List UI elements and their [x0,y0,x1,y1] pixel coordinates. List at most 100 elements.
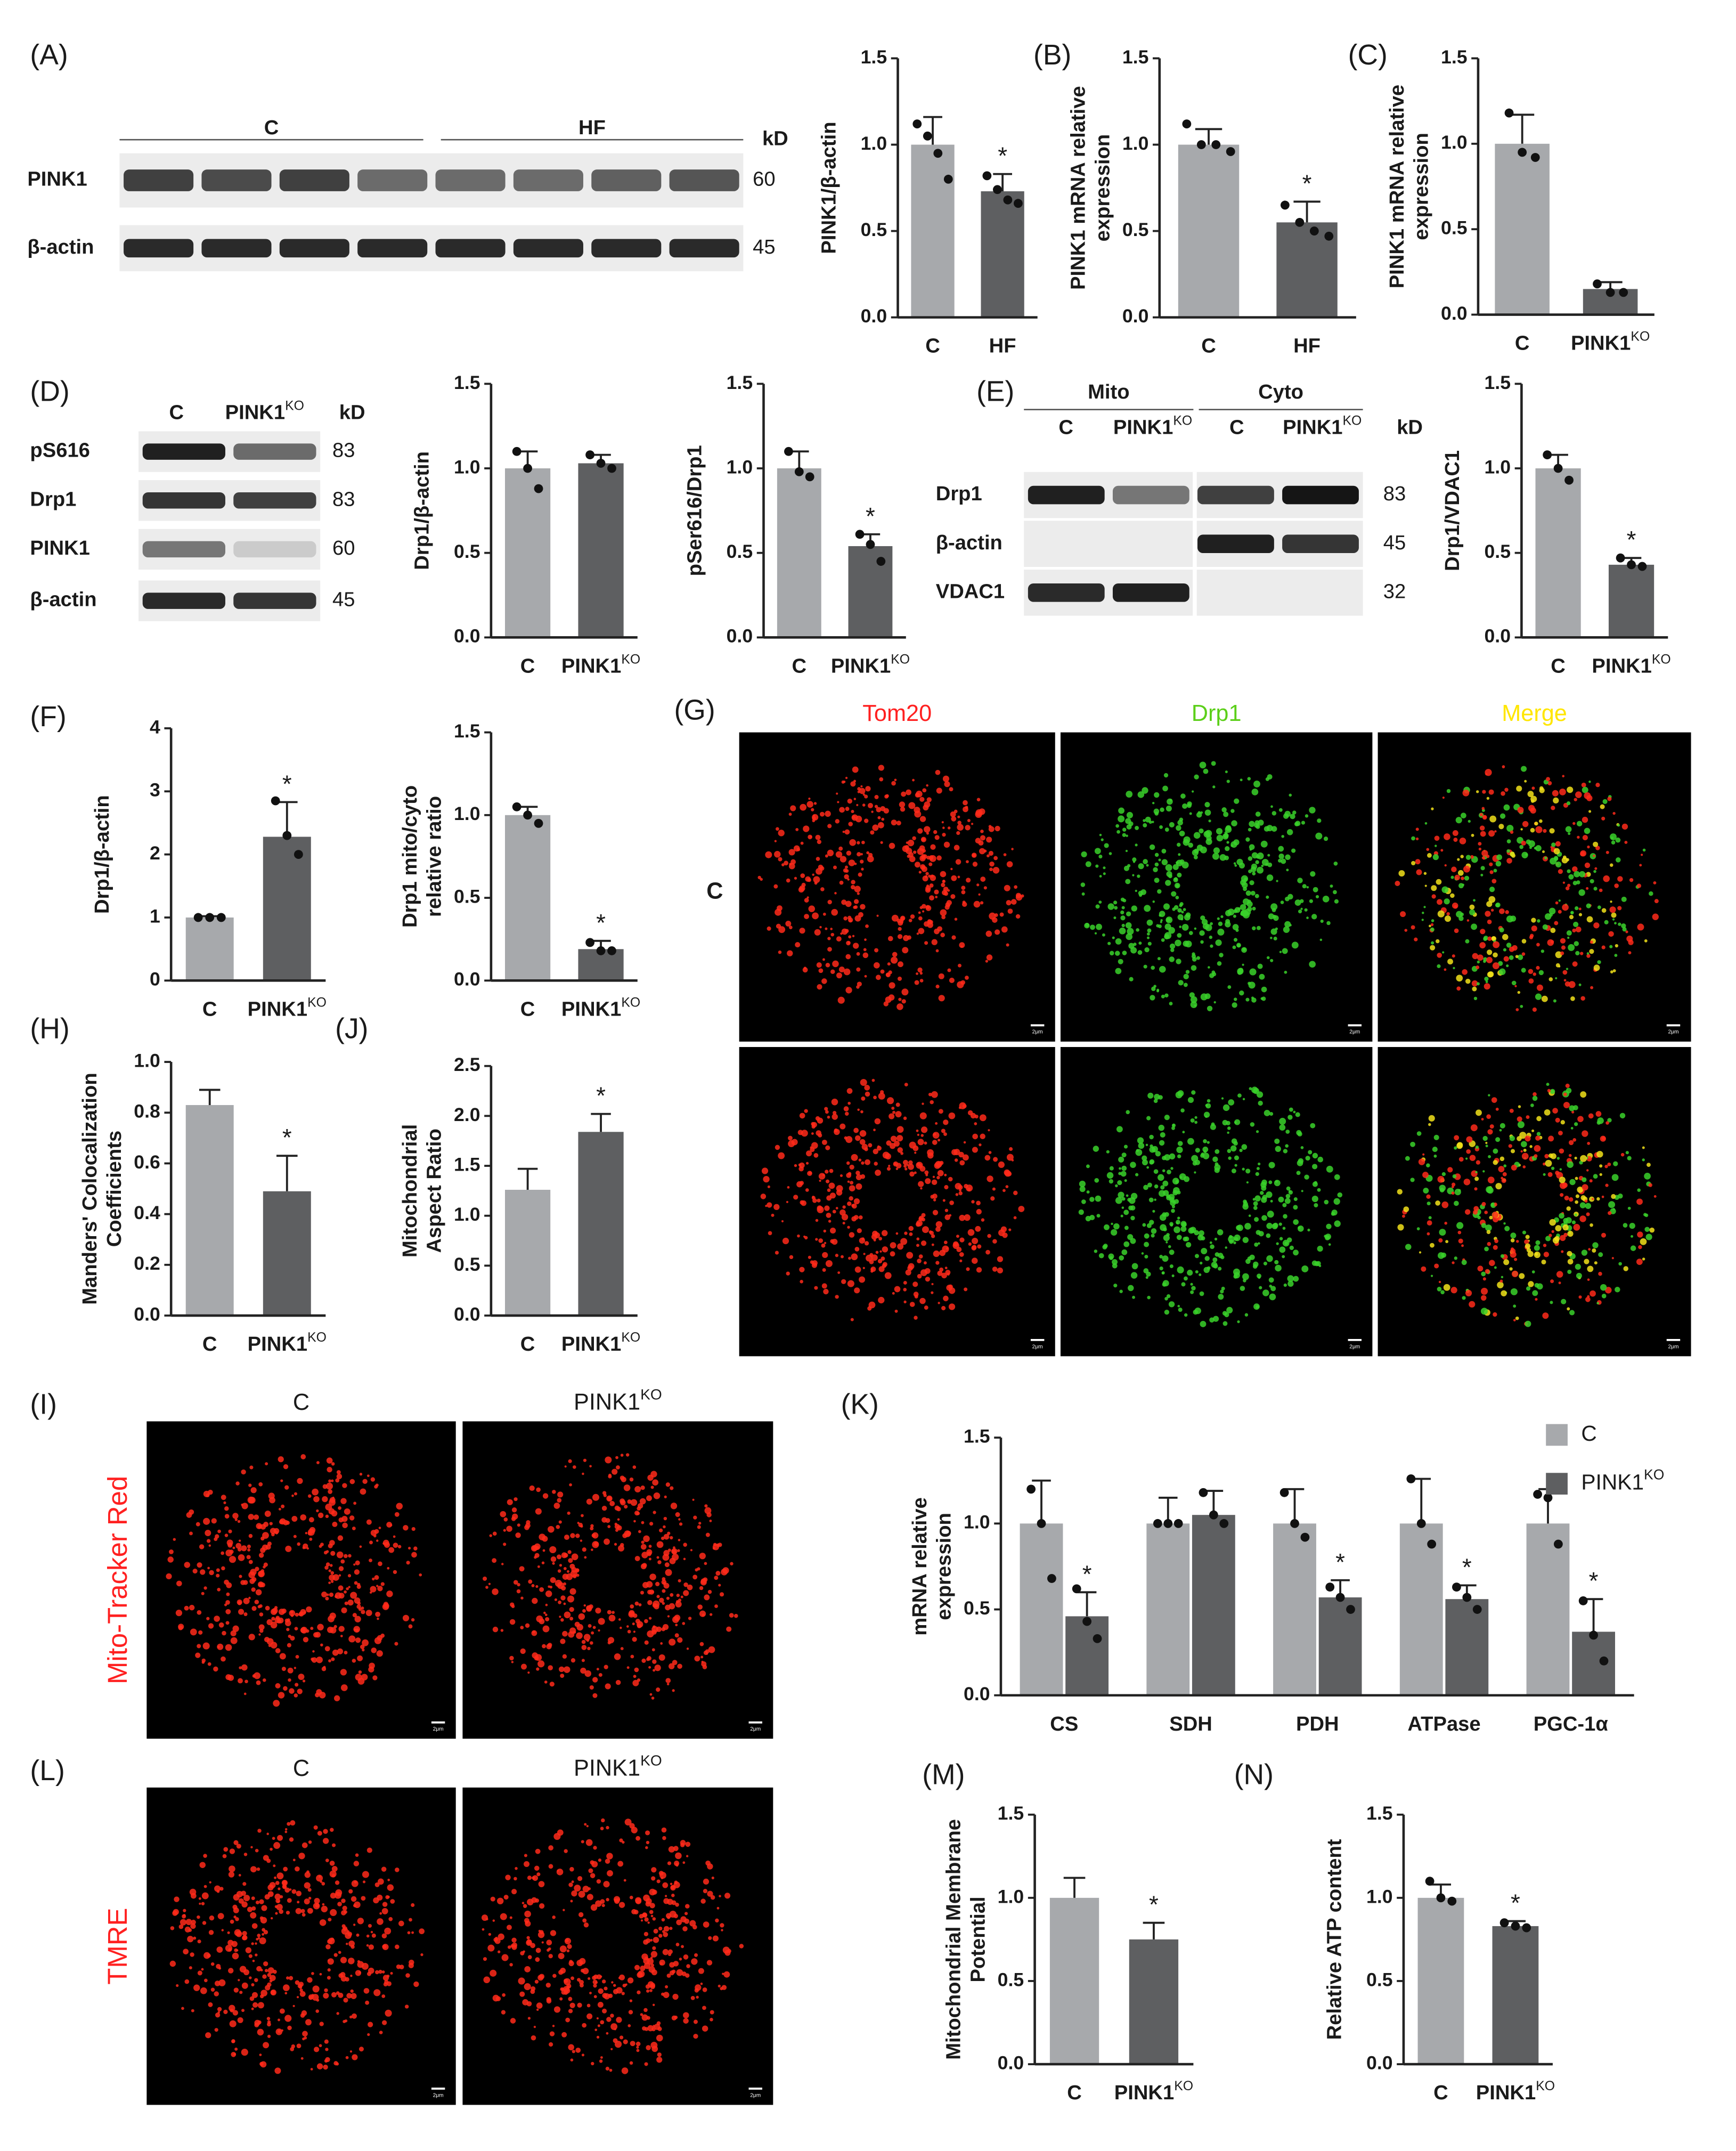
speck [311,1972,314,1975]
speck [663,1533,670,1540]
speck [788,849,795,856]
speck [862,793,866,796]
speck [644,1917,649,1922]
speck [1225,846,1230,851]
speck [860,1078,867,1086]
data-point [1533,1490,1542,1499]
speck [925,1178,931,1184]
speck [659,1528,663,1532]
speck [366,1474,370,1478]
speck [564,1535,569,1540]
speck [1207,1005,1213,1011]
speck [242,1935,248,1941]
speck [629,1999,633,2002]
significance: * [1589,1568,1599,1595]
speck [638,1530,641,1533]
speck [251,1942,254,1945]
speck [537,1660,545,1668]
speck [829,1168,834,1173]
speck [916,932,919,935]
speck [211,1518,217,1524]
speck [222,1854,227,1858]
speck [1460,855,1464,858]
speck [1462,1296,1466,1300]
speck [906,847,912,855]
speck [1244,1223,1251,1230]
speck [1462,969,1468,975]
speck [651,1648,655,1652]
speck [1107,941,1111,945]
speck [808,905,816,912]
speck [1217,917,1220,920]
speck [696,1995,699,1999]
speck [526,1936,530,1939]
speck [1476,982,1480,986]
speck [690,1995,695,2000]
speck [556,1554,562,1560]
speck [846,1088,853,1094]
speck [669,1603,675,1610]
speck [544,1681,548,1684]
speck [1162,1169,1166,1172]
speck [917,1273,922,1279]
speck [189,1888,197,1896]
speck [1248,981,1251,985]
speck [858,1158,862,1162]
speck [1252,872,1256,875]
speck [653,1669,656,1672]
speck [1296,1171,1301,1175]
speck [371,1647,377,1653]
speck [682,1861,686,1864]
speck [1300,899,1304,903]
bar [777,468,821,638]
error-bar [993,173,1013,192]
speck [726,1626,732,1632]
speck [602,1993,608,1999]
speck [562,1654,567,1659]
speck [932,1210,939,1215]
speck [945,1270,951,1276]
speck [1569,1105,1575,1111]
error-bar [1195,128,1222,145]
speck [605,2066,609,2071]
speck [827,937,831,940]
speck [1479,942,1486,948]
speck [861,1161,865,1165]
speck [1593,964,1600,971]
speck [291,1516,298,1522]
speck [1217,961,1222,966]
speck [1199,1291,1204,1296]
speck [215,2012,221,2018]
speck [1089,1215,1095,1221]
speck [1109,1179,1114,1184]
speck [1480,929,1486,935]
speck [1451,1186,1454,1189]
speck [699,1642,704,1646]
speck [1183,983,1188,987]
speck [1629,1223,1635,1229]
speck [1208,819,1211,823]
speck [1618,922,1621,926]
speck [1232,945,1236,949]
speck [1146,1223,1152,1228]
speck [1278,853,1284,859]
speck [314,2047,320,2052]
speck [1212,1316,1219,1322]
speck [620,1647,624,1651]
speck [209,1881,211,1884]
column-header: PINK1KO [574,1752,662,1782]
speck [595,1900,602,1907]
x-tick-label-sup: KO [307,1330,327,1345]
speck [1546,1083,1550,1086]
speck [648,1666,651,1669]
speck [1515,1008,1519,1011]
speck [920,1126,928,1133]
speck [1588,1113,1594,1119]
speck [623,1879,626,1882]
speck [1311,1260,1318,1266]
speck [1177,842,1181,847]
speck [527,1671,530,1674]
speck [387,1878,390,1881]
speck [956,831,960,835]
speck [661,1992,665,1996]
